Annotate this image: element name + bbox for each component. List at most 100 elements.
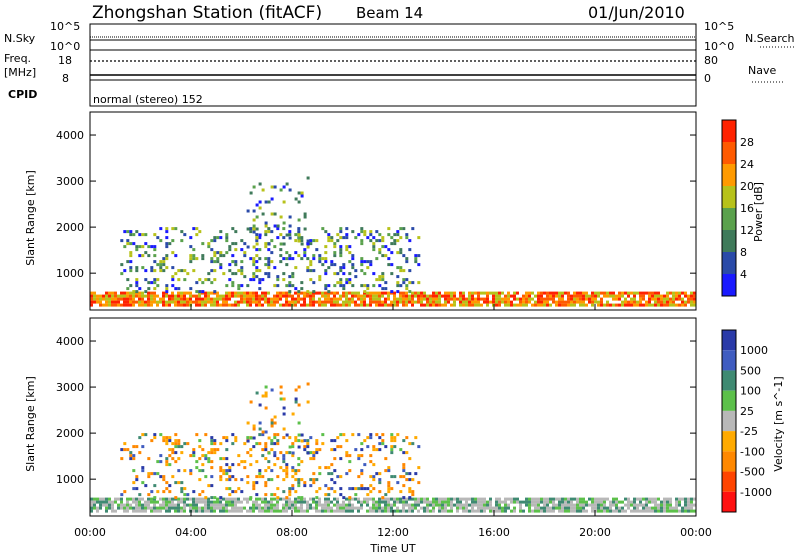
power-cell [444,294,447,298]
power-cell [138,245,142,249]
velocity-cell [306,400,310,404]
velocity-cell [228,466,232,470]
velocity-cell [564,497,567,501]
velocity-cell [633,506,636,510]
power-cell [240,300,243,304]
power-cell [126,239,130,243]
power-cell [324,297,327,301]
velocity-cell [306,445,310,449]
velocity-cell [576,506,579,510]
velocity-cell [372,448,376,452]
power-cell [255,227,259,231]
velocity-cell [456,506,459,510]
power-cell [300,236,304,240]
power-colorbar-tick: 16 [740,202,754,215]
velocity-cell [258,506,261,510]
power-cell [342,303,345,307]
power-cell [264,297,267,301]
power-cell [348,272,352,276]
velocity-cell [282,490,286,494]
power-cell [324,245,328,249]
power-cell [297,300,300,304]
velocity-cell [141,481,145,485]
power-cell [249,191,253,195]
velocity-cell [411,497,414,501]
velocity-cell [213,439,217,443]
power-cell [633,297,636,301]
velocity-cell [225,472,229,476]
power-cell [129,269,133,273]
velocity-cell [282,397,286,401]
velocity-colorbar-segment [722,431,736,452]
power-cell [384,297,387,301]
power-cell [219,263,223,267]
velocity-cell [444,500,447,504]
velocity-cell [195,433,199,437]
velocity-cell [435,500,438,504]
power-cell [297,230,301,234]
power-cell [201,303,204,307]
power-cell [345,281,349,285]
power-cell [333,303,336,307]
power-cell [438,291,441,295]
power-cell [123,303,126,307]
velocity-cell [687,503,690,507]
power-cell [189,236,193,240]
power-cell [363,303,366,307]
velocity-cell [291,475,295,479]
power-cell [183,269,187,273]
power-cell [522,297,525,301]
velocity-cell [210,503,213,507]
power-cell [246,209,250,213]
velocity-cell [318,509,321,513]
power-cell [378,303,381,307]
velocity-cell [276,475,280,479]
power-cell [396,290,400,294]
velocity-cell [228,469,232,473]
velocity-cell [120,457,124,461]
velocity-cell [207,500,210,504]
velocity-cell [462,497,465,501]
power-cell [252,218,256,222]
velocity-cell [375,509,378,513]
power-cell [114,291,117,295]
velocity-cell [351,509,354,513]
velocity-cell [501,509,504,513]
power-cell [240,297,243,301]
nsky-left-tick-top: 10^5 [50,20,80,33]
velocity-cell [243,497,246,501]
velocity-cell [546,497,549,501]
velocity-cell [141,509,144,513]
power-cell [570,297,573,301]
power-cell [681,303,684,307]
power-cell [255,275,259,279]
velocity-cell [399,490,403,494]
power-cell [483,297,486,301]
velocity-cell [297,509,300,513]
power-cell [363,233,367,237]
velocity-cell [342,503,345,507]
power-cell [396,281,400,285]
velocity-cell [462,506,465,510]
velocity-cell [393,509,396,513]
power-cell [111,300,114,304]
power-cell [258,206,262,210]
power-cell [375,297,378,301]
velocity-cell [321,442,325,446]
power-cell [144,251,148,255]
power-cell [609,291,612,295]
velocity-cell [639,500,642,504]
velocity-cell [192,454,196,458]
power-cell [153,300,156,304]
velocity-cell [513,497,516,501]
power-cell [177,300,180,304]
power-cell [207,297,210,301]
velocity-cell [330,463,334,467]
power-cell [246,291,249,295]
power-cell [510,303,513,307]
power-cell [375,230,379,234]
nave-label: Nave [748,64,776,77]
power-cell [219,230,223,234]
power-cell [258,182,262,186]
velocity-cell [375,448,379,452]
